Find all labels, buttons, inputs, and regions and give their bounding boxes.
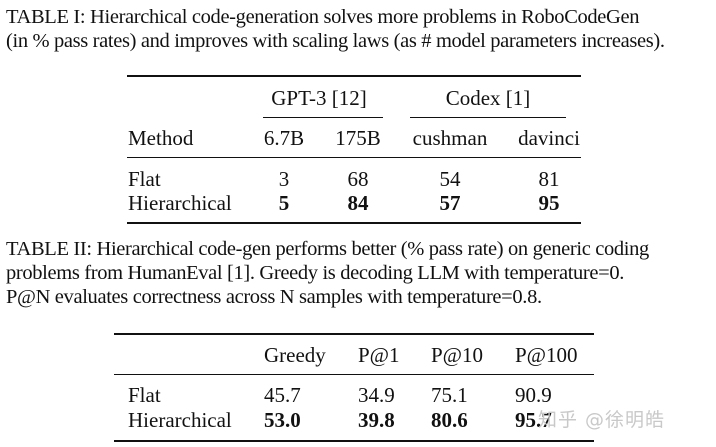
row-value: 95 bbox=[538, 191, 560, 215]
table1-top-rule bbox=[127, 75, 581, 77]
row-value: 95.7 bbox=[515, 408, 552, 432]
row-value: 45.7 bbox=[264, 383, 301, 407]
watermark: 知乎 @徐明皓 bbox=[538, 409, 666, 431]
row-value: 39.8 bbox=[358, 408, 395, 432]
table1-group-codex-rule bbox=[410, 117, 566, 118]
table1-group-gpt3: GPT-3 [12] bbox=[271, 86, 367, 110]
table1-header-col2: 175B bbox=[335, 126, 381, 150]
table2-top-rule bbox=[114, 333, 594, 335]
table2-bottom-rule bbox=[114, 440, 594, 442]
table2-header-p10: P@10 bbox=[431, 343, 484, 367]
row-method: Flat bbox=[128, 167, 161, 191]
row-method: Hierarchical bbox=[128, 408, 232, 432]
table1-group-codex: Codex [1] bbox=[445, 86, 531, 110]
row-value: 5 bbox=[278, 191, 290, 215]
table1-header-col4: davinci bbox=[518, 126, 580, 150]
table2-caption-line1: TABLE II: Hierarchical code-gen performs… bbox=[6, 238, 649, 260]
table2-header-greedy: Greedy bbox=[264, 343, 326, 367]
table2-header-p1: P@1 bbox=[358, 343, 400, 367]
table1-caption-line2: (in % pass rates) and improves with scal… bbox=[6, 30, 665, 52]
row-value: 68 bbox=[347, 167, 369, 191]
row-value: 57 bbox=[439, 191, 461, 215]
table2-caption: TABLE II: Hierarchical code-gen performs… bbox=[6, 237, 649, 309]
row-value: 53.0 bbox=[264, 408, 301, 432]
table1-header-method: Method bbox=[128, 126, 194, 150]
table1-bottom-rule bbox=[127, 222, 581, 224]
row-value: 3 bbox=[278, 167, 290, 191]
table2-mid-rule bbox=[114, 374, 594, 375]
table1-header-col3: cushman bbox=[412, 126, 488, 150]
row-value: 80.6 bbox=[431, 408, 468, 432]
table2-caption-line2: problems from HumanEval [1]. Greedy is d… bbox=[6, 262, 625, 284]
table1-mid-rule bbox=[127, 157, 581, 158]
table1-header-col1: 6.7B bbox=[263, 126, 305, 150]
table2-caption-line3: P@N evaluates correctness across N sampl… bbox=[6, 286, 542, 308]
table2-header-p100: P@100 bbox=[515, 343, 578, 367]
table1-group-gpt3-rule bbox=[263, 117, 383, 118]
row-value: 54 bbox=[439, 167, 461, 191]
row-value: 75.1 bbox=[431, 383, 468, 407]
row-value: 81 bbox=[538, 167, 560, 191]
table1-caption: TABLE I: Hierarchical code-generation so… bbox=[6, 5, 665, 53]
row-method: Flat bbox=[128, 383, 161, 407]
row-value: 84 bbox=[347, 191, 369, 215]
table1-caption-line1: TABLE I: Hierarchical code-generation so… bbox=[6, 6, 640, 28]
row-method: Hierarchical bbox=[128, 191, 232, 215]
row-value: 90.9 bbox=[515, 383, 552, 407]
row-value: 34.9 bbox=[358, 383, 395, 407]
